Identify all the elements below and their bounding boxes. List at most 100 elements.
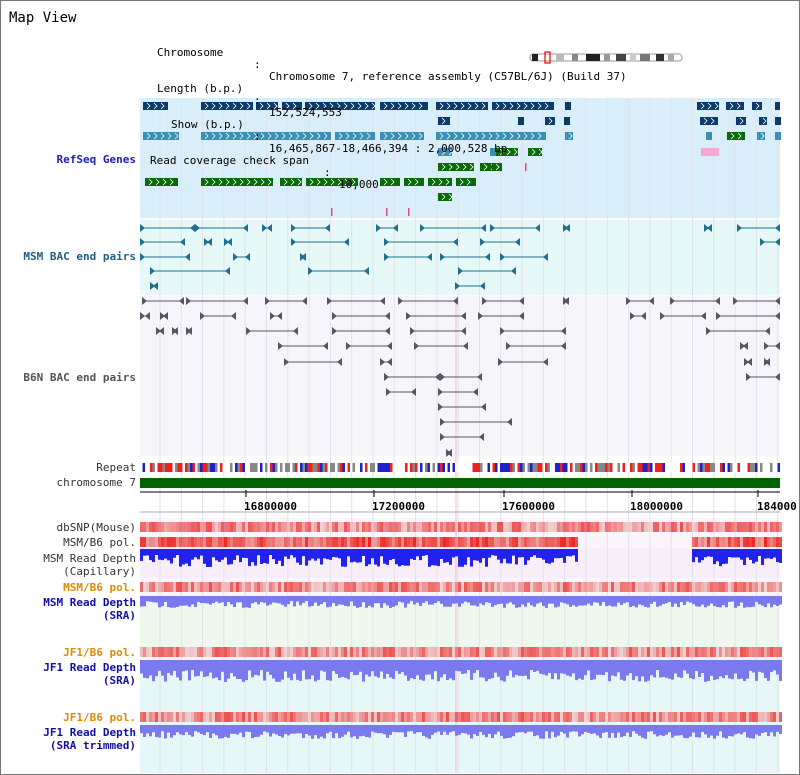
heat-cell <box>734 712 737 722</box>
heat-cell <box>716 712 719 722</box>
gene-strand-arrow <box>481 102 486 110</box>
heat-cell <box>725 537 728 547</box>
heat-cell <box>215 537 218 547</box>
msm-read-depth-sra-label[interactable]: MSM Read Depth <box>43 596 136 609</box>
depth-bar <box>590 596 593 606</box>
depth-bar <box>272 660 275 679</box>
heat-cell <box>284 537 287 547</box>
gene-strand-arrow <box>453 132 458 140</box>
depth-bar <box>248 725 251 732</box>
heat-cell <box>143 522 146 532</box>
msm-bac-label[interactable]: MSM BAC end pairs <box>23 250 136 263</box>
depth-bar <box>296 725 299 734</box>
repeat-cell <box>530 463 533 472</box>
depth-bar <box>530 549 533 557</box>
depth-bar <box>320 596 323 605</box>
heat-cell <box>734 582 737 592</box>
b6n-bac-end <box>660 312 665 320</box>
depth-bar <box>710 725 713 736</box>
repeat-cell <box>377 463 380 472</box>
depth-bar <box>407 549 410 566</box>
depth-bar <box>620 725 623 738</box>
depth-bar <box>677 725 680 736</box>
heat-cell <box>710 537 713 547</box>
depth-bar <box>176 725 179 733</box>
depth-bar <box>512 660 515 678</box>
jf1-read-depth-trimmed-label[interactable]: JF1 Read Depth <box>43 726 136 739</box>
heat-cell <box>623 522 626 532</box>
depth-bar <box>212 725 215 734</box>
depth-bar <box>596 596 599 603</box>
b6n-bac-label[interactable]: B6N BAC end pairs <box>23 371 136 384</box>
depth-bar <box>719 596 722 608</box>
jf1-read-depth-sra-label[interactable]: JF1 Read Depth <box>43 661 136 674</box>
heat-cell <box>320 537 323 547</box>
depth-bar <box>191 725 194 737</box>
dbsnp-label[interactable]: dbSNP(Mouse) <box>56 521 136 534</box>
heat-cell <box>212 647 215 657</box>
heat-cell <box>713 712 716 722</box>
msm-bac-end <box>480 238 485 246</box>
heat-cell <box>329 522 332 532</box>
heat-cell <box>674 647 677 657</box>
depth-bar <box>545 596 548 608</box>
depth-bar <box>275 660 278 682</box>
depth-bar <box>629 596 632 607</box>
repeat-cell <box>742 463 745 472</box>
gene-strand-arrow <box>506 148 511 156</box>
msm-bac-end <box>455 282 460 290</box>
heat-cell <box>485 537 488 547</box>
depth-bar <box>758 596 761 605</box>
heat-cell <box>761 582 764 592</box>
gene-strand-arrow <box>446 132 451 140</box>
depth-bar <box>563 596 566 604</box>
heat-cell <box>680 647 683 657</box>
gene-strand-arrow <box>160 102 165 110</box>
depth-bar <box>680 596 683 603</box>
heat-cell <box>374 582 377 592</box>
gene-strand-arrow <box>530 132 535 140</box>
heat-cell <box>389 647 392 657</box>
depth-bar <box>188 596 191 607</box>
repeat-cell <box>447 463 450 472</box>
jf1-b6-pol-trimmed-label[interactable]: JF1/B6 pol. <box>63 711 136 724</box>
depth-bar <box>404 549 407 566</box>
heat-cell <box>206 522 209 532</box>
heat-cell <box>359 582 362 592</box>
refseq-genes-label[interactable]: RefSeq Genes <box>56 153 136 166</box>
heat-cell <box>515 582 518 592</box>
heat-cell <box>698 522 701 532</box>
depth-bar <box>770 549 773 559</box>
gene-strand-arrow <box>460 132 465 140</box>
repeat-cell <box>472 463 475 472</box>
heat-cell <box>368 712 371 722</box>
depth-bar <box>758 549 761 556</box>
heat-cell <box>431 647 434 657</box>
depth-bar <box>500 725 503 736</box>
repeat-cell <box>287 463 290 472</box>
depth-bar <box>407 725 410 732</box>
heat-cell <box>281 522 284 532</box>
jf1-b6-pol-label[interactable]: JF1/B6 pol. <box>63 646 136 659</box>
heat-cell <box>263 537 266 547</box>
msm-read-depth-capillary-label[interactable]: MSM Read Depth <box>43 552 136 565</box>
msm-b6-pol-sra-label[interactable]: MSM/B6 pol. <box>63 581 136 594</box>
heat-cell <box>170 582 173 592</box>
msm-b6-pol-label[interactable]: MSM/B6 pol. <box>63 536 136 549</box>
depth-bar <box>470 660 473 680</box>
heat-cell <box>722 582 725 592</box>
repeat-cell <box>617 463 620 472</box>
heat-cell <box>392 582 395 592</box>
heat-cell <box>419 647 422 657</box>
depth-bar <box>365 660 368 675</box>
depth-bar <box>500 596 503 604</box>
heat-cell <box>677 582 680 592</box>
heat-cell <box>317 582 320 592</box>
repeat-cell <box>457 463 460 472</box>
repeat-cell <box>392 463 395 472</box>
depth-bar <box>542 596 545 606</box>
depth-bar <box>170 596 173 608</box>
repeat-cell <box>362 463 365 472</box>
gene-feature <box>335 132 375 140</box>
